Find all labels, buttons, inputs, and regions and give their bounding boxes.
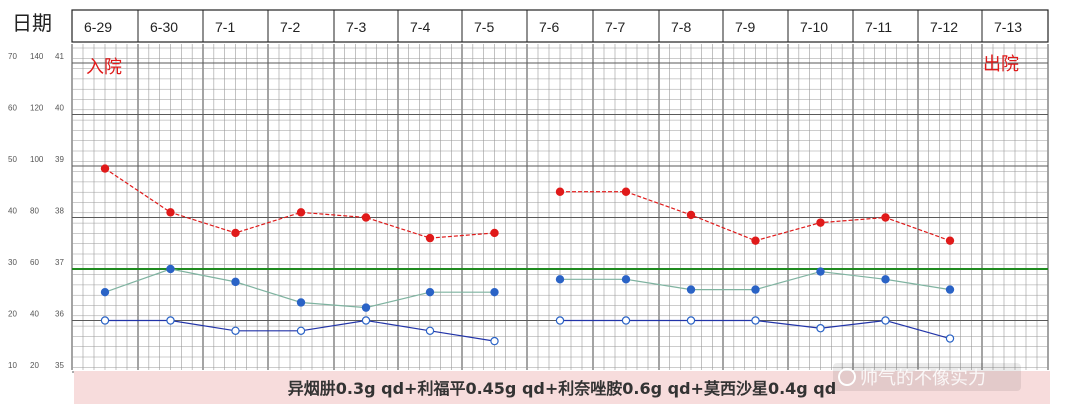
date-label-7-4: 7-4 — [410, 19, 430, 35]
watermark-bg — [833, 363, 1021, 391]
date-label-7-10: 7-10 — [800, 19, 828, 35]
y-tick-label: 120 — [30, 104, 44, 113]
series-teal-point — [231, 277, 240, 287]
y-tick-label: 20 — [8, 310, 17, 319]
watermark: 帅气的不像实力 — [833, 363, 1021, 391]
series-teal — [100, 264, 955, 312]
y-tick-label: 140 — [30, 52, 44, 61]
drug-note-band — [74, 371, 1050, 404]
date-label-7-6: 7-6 — [539, 19, 559, 35]
y-tick-label: 30 — [8, 258, 17, 267]
date-header-label: 日期 — [12, 11, 52, 35]
series-red-point — [816, 218, 825, 227]
date-header-row — [71, 9, 1049, 43]
date-label-7-8: 7-8 — [671, 19, 691, 35]
series-red-point — [296, 208, 306, 217]
y-tick-label: 36 — [55, 310, 64, 319]
y-tick-label: 40 — [8, 207, 17, 216]
series-red-point — [166, 208, 175, 217]
series-teal-point — [361, 303, 371, 312]
series-teal-point — [166, 264, 175, 274]
y-tick-label: 10 — [8, 361, 17, 370]
series-teal-point — [296, 298, 306, 307]
series-red-point — [751, 236, 760, 245]
series-red-line — [104, 168, 495, 239]
date-label-7-11: 7-11 — [865, 19, 892, 35]
series-red-point — [621, 187, 631, 196]
date-label-6-30: 6-30 — [150, 19, 178, 35]
series-navy-point — [686, 316, 696, 325]
watermark-text: 帅气的不像实力 — [860, 368, 986, 389]
y-tick-label: 40 — [30, 310, 39, 319]
series-red — [100, 164, 955, 245]
series-red-point — [231, 228, 240, 238]
series-teal-point — [945, 285, 955, 294]
date-label-7-5: 7-5 — [474, 19, 494, 35]
date-label-7-1: 7-1 — [215, 19, 235, 35]
series-navy-point — [296, 326, 306, 335]
y-tick-label: 20 — [30, 361, 39, 370]
y-tick-label: 39 — [55, 155, 64, 164]
series-navy — [100, 316, 955, 346]
admit-label: 入院 — [86, 57, 122, 78]
y-tick-label: 40 — [55, 104, 64, 113]
series-red-point — [881, 213, 890, 222]
y-tick-label: 35 — [55, 361, 64, 370]
series-navy-point — [751, 316, 760, 325]
watermark-icon — [838, 368, 856, 386]
date-label-7-12: 7-12 — [930, 19, 958, 35]
series-red-point — [945, 236, 955, 245]
series-teal-point — [100, 287, 110, 297]
series-navy-point — [425, 326, 435, 335]
date-label-7-9: 7-9 — [735, 19, 755, 35]
series-navy-point — [166, 316, 175, 325]
series-teal-point — [490, 287, 499, 297]
series-red-point — [361, 213, 371, 222]
series-teal-point — [881, 275, 890, 284]
series-navy-point — [231, 326, 240, 335]
series-navy-point — [945, 334, 955, 343]
series-red-point — [425, 233, 435, 243]
date-label-7-2: 7-2 — [280, 19, 300, 35]
y-tick-label: 100 — [30, 155, 44, 164]
y-tick-label: 80 — [30, 207, 39, 216]
series-navy-point — [555, 316, 565, 325]
date-label-7-7: 7-7 — [605, 19, 625, 35]
series-navy-point — [361, 316, 371, 325]
drug-note-text: 异烟肼0.3g qd+利福平0.45g qd+利奈唑胺0.6g qd+莫西沙星0… — [288, 379, 836, 398]
y-tick-label: 60 — [30, 258, 39, 267]
series-red-point — [100, 164, 110, 173]
series-navy-point — [621, 316, 631, 325]
series-teal-point — [621, 275, 631, 284]
series-red-point — [555, 187, 565, 196]
series-navy-point — [100, 316, 110, 325]
series-teal-point — [686, 285, 696, 294]
series-red-point — [686, 210, 696, 220]
series-teal-point — [425, 287, 435, 297]
series-teal-point — [816, 267, 825, 276]
series-navy-point — [816, 324, 825, 333]
series-navy-point — [881, 316, 890, 325]
y-tick-label: 41 — [55, 52, 64, 61]
date-label-6-29: 6-29 — [84, 19, 112, 35]
date-label-7-13: 7-13 — [994, 19, 1022, 35]
series-navy-point — [490, 336, 499, 346]
series-teal-point — [555, 275, 565, 284]
y-tick-label: 38 — [55, 207, 64, 216]
date-label-7-3: 7-3 — [346, 19, 366, 35]
series-red-point — [490, 228, 499, 238]
discharge-label: 出院 — [983, 54, 1019, 75]
y-tick-label: 37 — [55, 258, 64, 267]
y-tick-label: 50 — [8, 155, 17, 164]
y-tick-label: 70 — [8, 52, 17, 61]
y-tick-label: 60 — [8, 104, 17, 113]
series-teal-point — [751, 285, 760, 294]
